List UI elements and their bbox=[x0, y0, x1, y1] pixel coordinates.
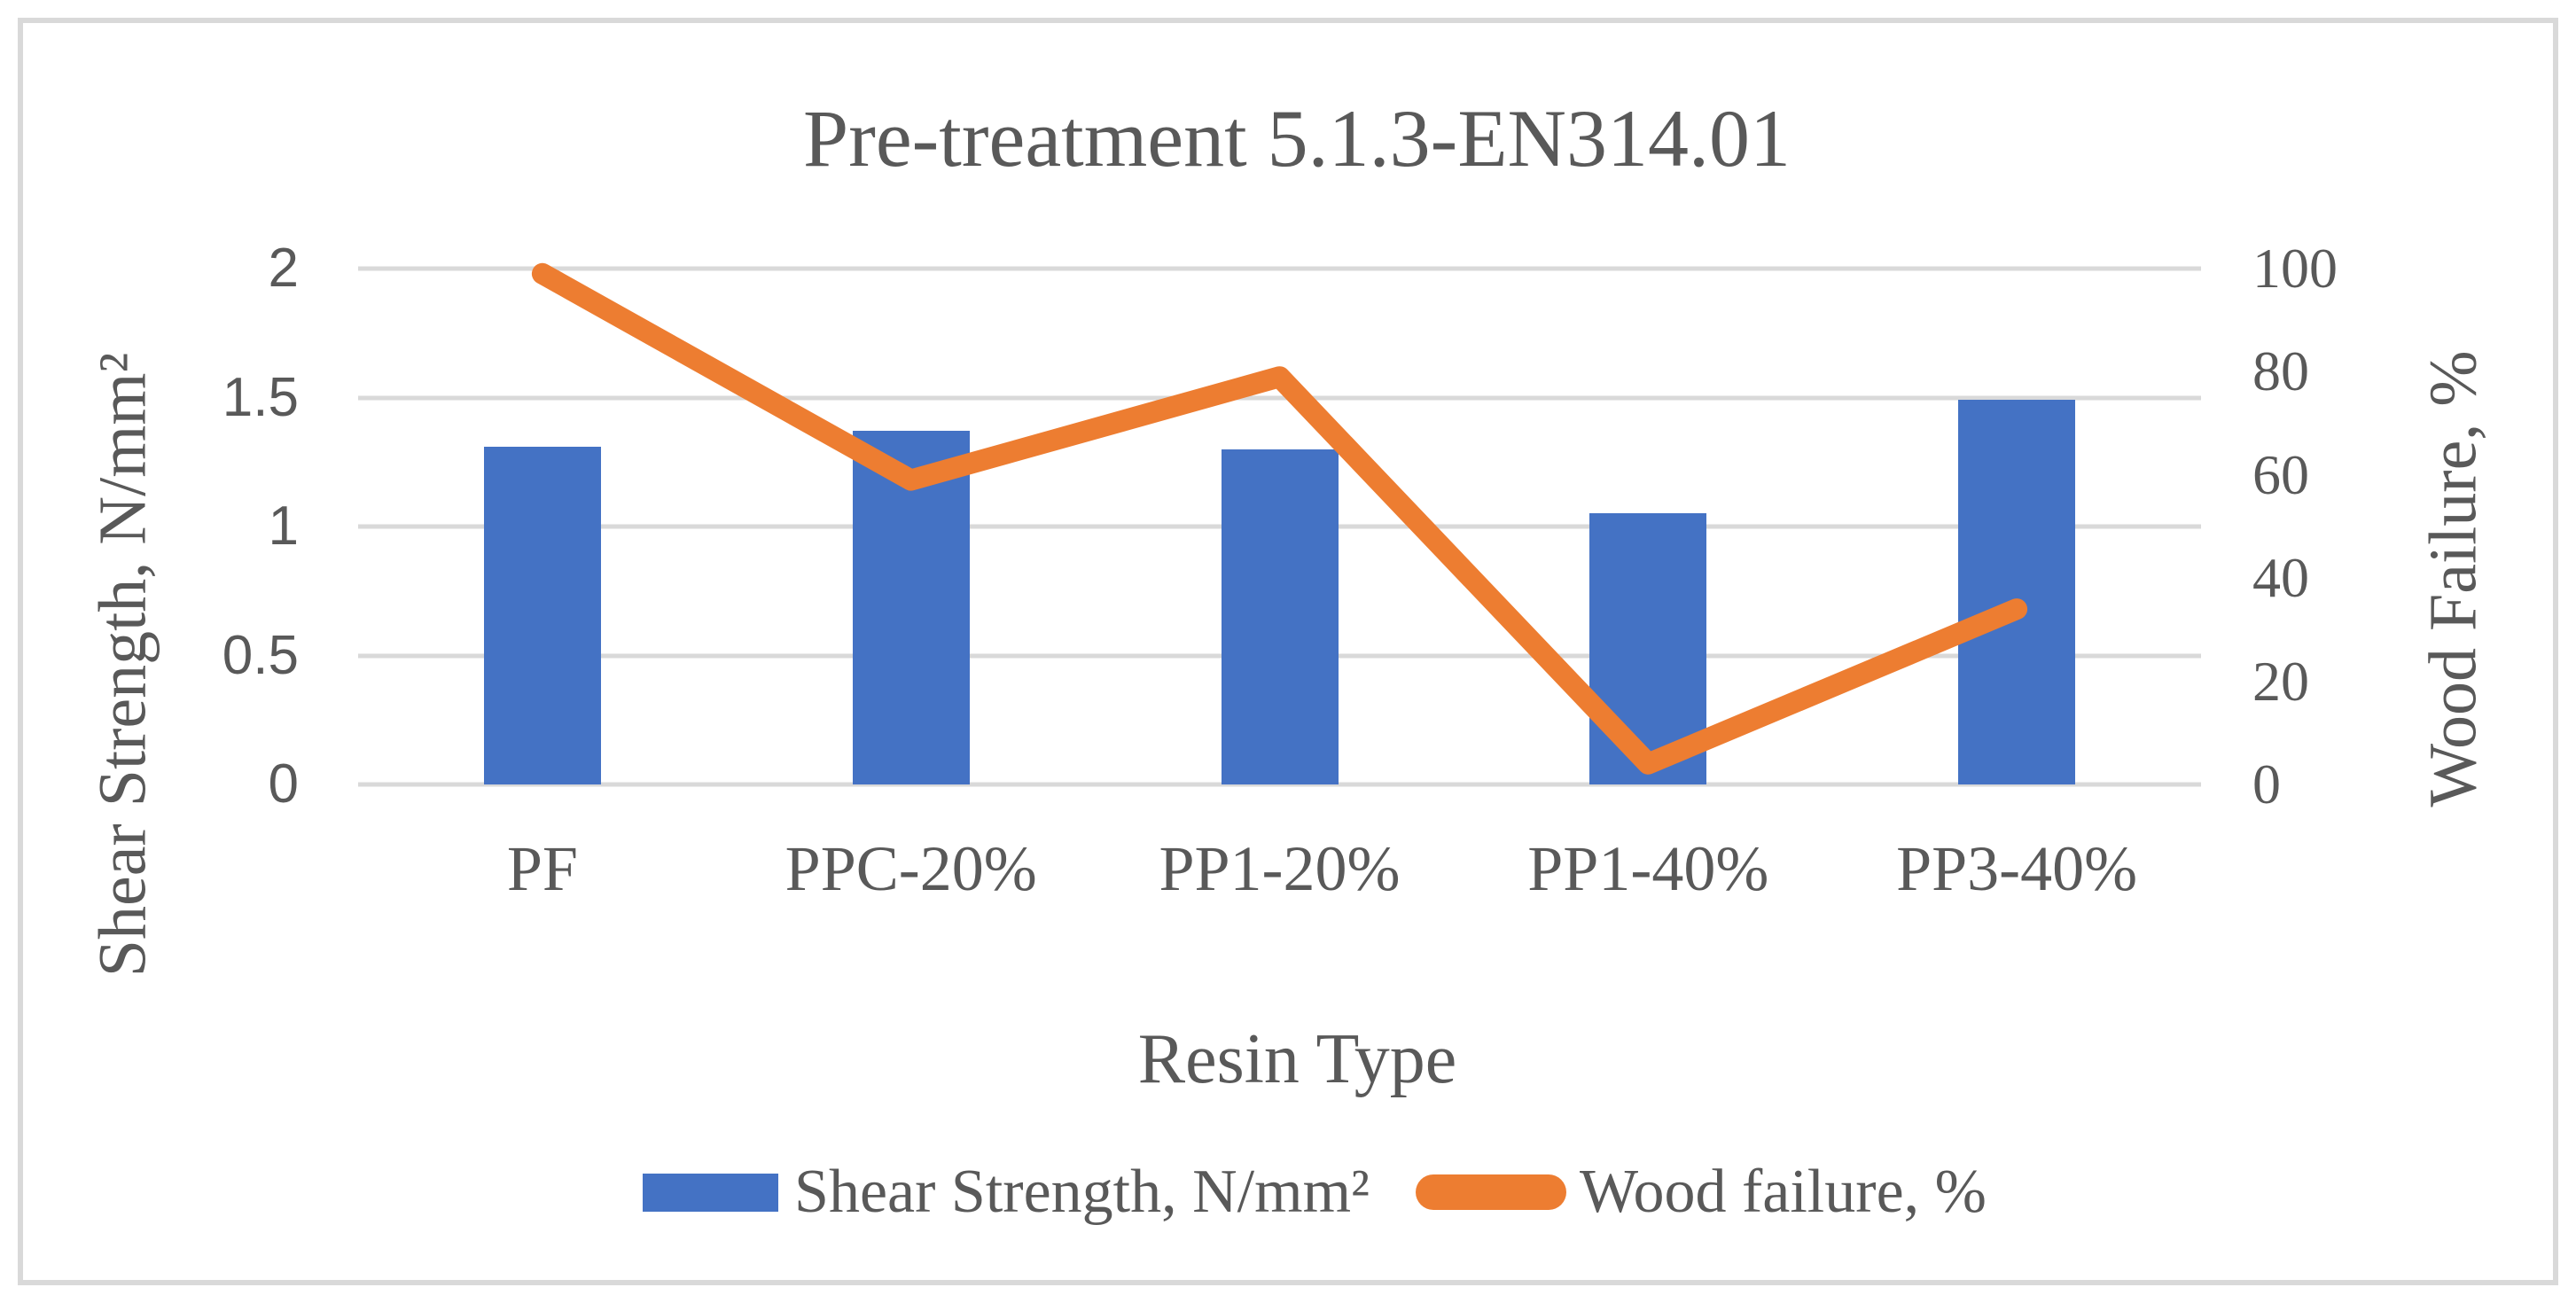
bar-PF bbox=[483, 446, 601, 784]
y-left-tick-0.5: 0.5 bbox=[222, 624, 299, 686]
y-right-tick-40: 40 bbox=[2252, 546, 2309, 610]
legend-label-shear-strength: Shear Strength, N/mm² bbox=[794, 1158, 1370, 1226]
y-axis-title-right: Wood Failure, % bbox=[2416, 350, 2491, 808]
y-left-tick-2: 2 bbox=[268, 238, 299, 299]
legend-label-wood-failure: Wood failure, % bbox=[1580, 1158, 1987, 1226]
y-right-tick-0: 0 bbox=[2252, 753, 2281, 815]
y-right-tick-100: 100 bbox=[2252, 237, 2338, 300]
y-right-tick-20: 20 bbox=[2252, 649, 2309, 713]
x-category-PP1-20%: PP1-20% bbox=[1159, 833, 1401, 904]
legend: Shear Strength, N/mm² Wood failure, % bbox=[27, 1152, 2576, 1232]
x-axis-category-labels: PF PPC-20% PP1-20% PP1-40% PP3-40% bbox=[358, 837, 2201, 917]
gridline-0 bbox=[358, 782, 2201, 787]
y-axis-title-left: Shear Strength, N/mm² bbox=[85, 352, 160, 978]
y-left-tick-1: 1 bbox=[268, 495, 299, 557]
x-category-PF: PF bbox=[506, 833, 578, 904]
y-axis-left-ticks: 2 1.5 1 0.5 0 bbox=[89, 241, 299, 812]
y-left-tick-1.5: 1.5 bbox=[222, 366, 299, 428]
y-right-tick-80: 80 bbox=[2252, 339, 2309, 403]
bar-PP1-20% bbox=[1221, 449, 1339, 784]
plot-area bbox=[358, 262, 2201, 787]
gridline-2 bbox=[358, 266, 2201, 271]
legend-line-swatch-icon bbox=[1416, 1174, 1567, 1210]
y-left-tick-0: 0 bbox=[268, 753, 299, 815]
x-category-PP3-40%: PP3-40% bbox=[1896, 833, 2138, 904]
bar-PP3-40% bbox=[1958, 400, 2076, 784]
chart-title: Pre-treatment 5.1.3-EN314.01 bbox=[803, 93, 1791, 183]
y-axis-right-ticks: 100 80 60 40 20 0 bbox=[2252, 240, 2545, 813]
x-category-PP1-40%: PP1-40% bbox=[1527, 833, 1769, 904]
wood-failure-polyline bbox=[531, 262, 2028, 775]
wood-failure-line bbox=[531, 262, 2028, 775]
legend-bar-swatch-icon bbox=[643, 1173, 779, 1212]
y-right-tick-60: 60 bbox=[2252, 442, 2309, 506]
chart-border bbox=[18, 18, 2558, 1285]
x-category-PPC-20%: PPC-20% bbox=[785, 833, 1037, 904]
x-axis-title: Resin Type bbox=[1137, 1020, 1457, 1098]
gridline-1.5 bbox=[358, 395, 2201, 400]
